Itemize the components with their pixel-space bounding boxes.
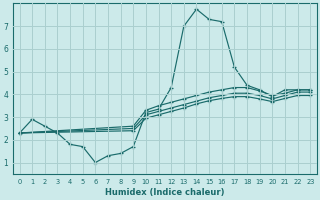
X-axis label: Humidex (Indice chaleur): Humidex (Indice chaleur) bbox=[105, 188, 225, 197]
